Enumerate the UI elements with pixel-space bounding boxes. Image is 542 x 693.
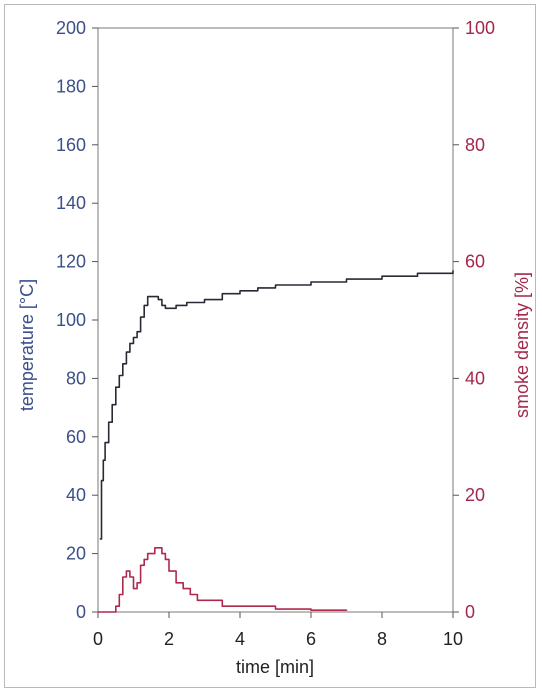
x-tick-label: 0 [93, 629, 103, 649]
smoke-density-line [98, 547, 348, 613]
x-tick-label: 10 [443, 629, 463, 649]
left-y-tick-label: 40 [66, 485, 86, 505]
x-tick-label: 8 [377, 629, 387, 649]
right-y-tick-label: 60 [465, 252, 485, 272]
chart-frame [4, 4, 536, 688]
right-y-tick-label: 100 [465, 18, 495, 38]
right-y-tick-label: 0 [465, 602, 475, 622]
left-y-tick-label: 120 [56, 252, 86, 272]
left-y-tick-label: 180 [56, 76, 86, 96]
left-y-tick-label: 200 [56, 18, 86, 38]
chart-marks [98, 270, 454, 613]
left-y-tick-label: 100 [56, 310, 86, 330]
temperature-line [99, 270, 454, 540]
plot-area-border [97, 27, 454, 613]
x-axis-label: time [min] [236, 657, 314, 677]
right-y-tick-label: 40 [465, 368, 485, 388]
left-y-tick-label: 140 [56, 193, 86, 213]
x-tick-label: 2 [164, 629, 174, 649]
left-y-tick-label: 80 [66, 368, 86, 388]
left-y-tick-label: 60 [66, 427, 86, 447]
right-y-axis-label: smoke density [%] [512, 272, 532, 418]
left-y-tick-label: 160 [56, 135, 86, 155]
right-y-tick-label: 20 [465, 485, 485, 505]
left-y-tick-label: 20 [66, 544, 86, 564]
left-y-axis-label: temperature [°C] [17, 279, 37, 411]
x-tick-label: 4 [235, 629, 245, 649]
x-tick-label: 6 [306, 629, 316, 649]
right-y-tick-label: 80 [465, 135, 485, 155]
left-y-tick-label: 0 [76, 602, 86, 622]
axes: 0 20 40 60 80 100 120 140 160 180 200 0 20 40 60 80 100 0… [56, 18, 495, 649]
